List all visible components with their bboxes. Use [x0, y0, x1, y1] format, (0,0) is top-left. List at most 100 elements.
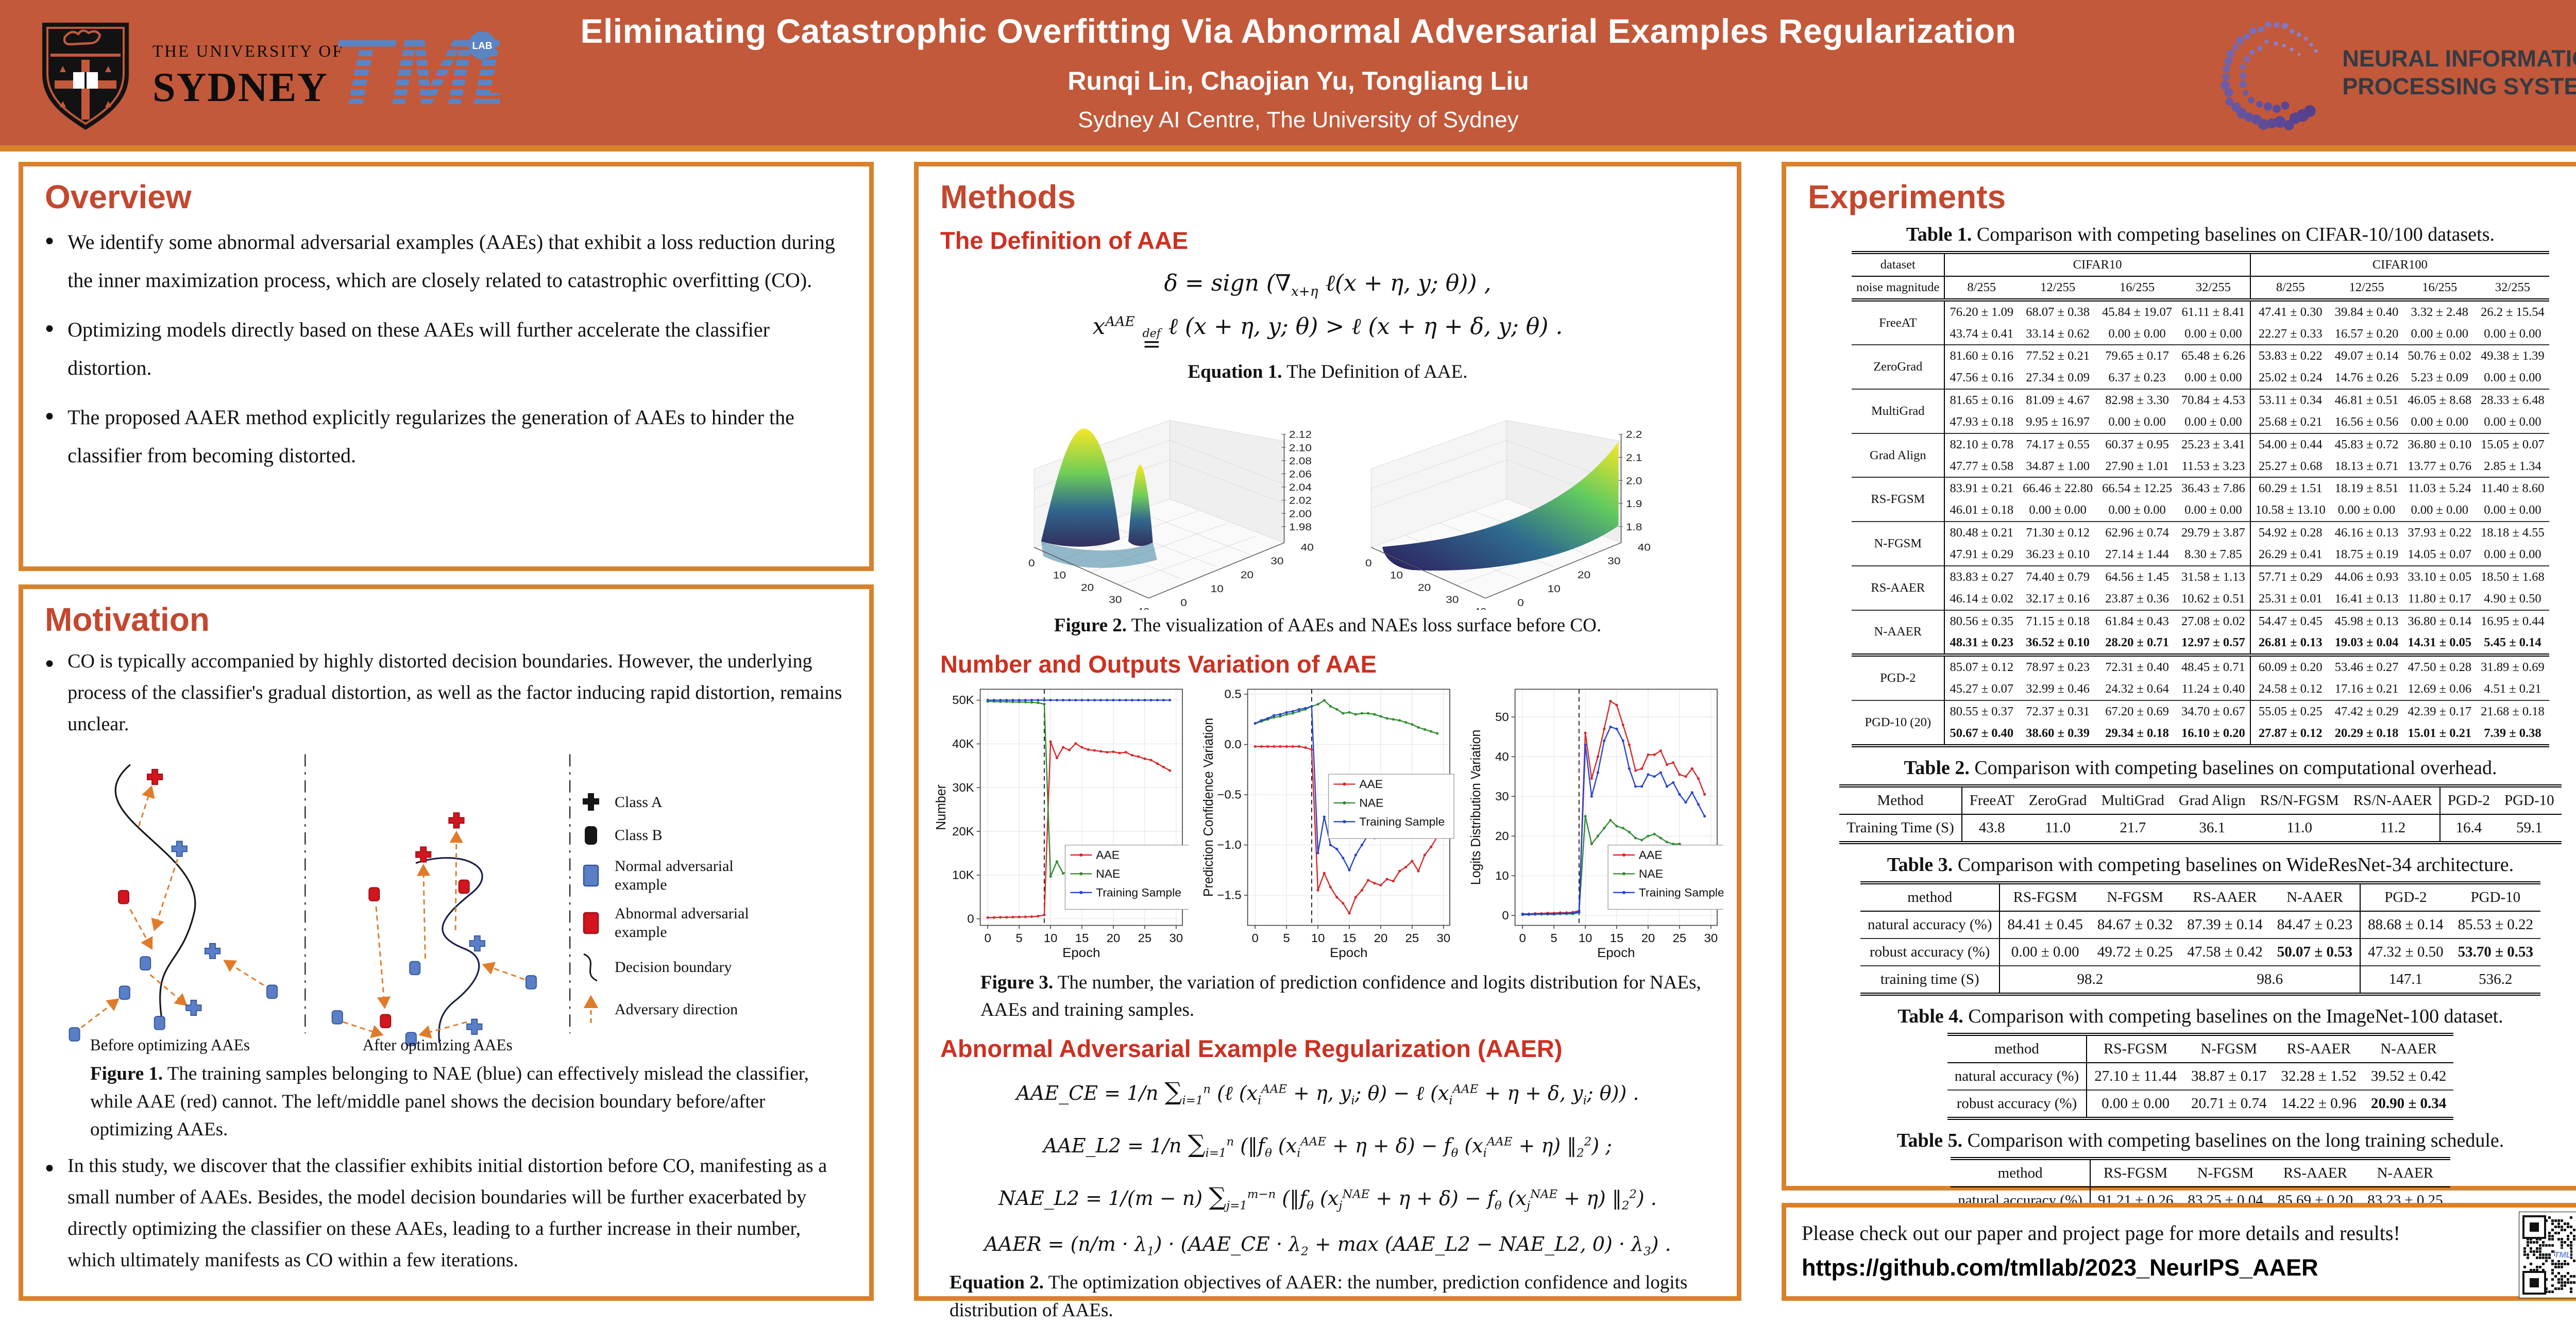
table-cell: 24.58 ± 0.12	[2249, 678, 2330, 700]
svg-text:0: 0	[1028, 557, 1035, 568]
svg-text:30: 30	[1170, 931, 1183, 944]
table-cell: 10.58 ± 13.10	[2249, 499, 2330, 522]
table-cell: 20.90 ± 0.34	[2363, 1089, 2454, 1118]
table-row: 47.93 ± 0.18 9.95 ± 16.97 0.00 ± 0.00 0.00 …	[1852, 411, 2549, 433]
figure3-caption-text: The number, the variation of prediction …	[980, 971, 1701, 1021]
table-cell: 27.90 ± 1.01	[2105, 459, 2169, 473]
table-cell: 47.41 ± 0.30	[2249, 299, 2330, 323]
table-cell: 0.00 ± 0.00	[2086, 1089, 2184, 1118]
table-cell: 33.14 ± 0.62	[2026, 326, 2090, 341]
table-cell: 85.07 ± 0.12	[1944, 653, 2019, 679]
svg-text:20: 20	[1641, 931, 1655, 944]
table-cell: 0.00 ± 0.00	[2029, 503, 2087, 517]
table-cell: FreeAT	[1879, 315, 1917, 330]
table-cell: N-AAER	[2269, 882, 2361, 912]
table-cell: N-FGSM	[2180, 1158, 2270, 1187]
svg-text:20: 20	[1374, 931, 1388, 944]
table-cell: 54.47 ± 0.45	[2249, 609, 2330, 632]
table-1-caption: Table 1. Comparison with competing basel…	[1906, 224, 2495, 245]
table-row: MultiGrad 81.65 ± 0.16 81.09 ± 4.67 82.98 ±…	[1852, 389, 2549, 433]
table-cell: 25.27 ± 0.68	[2249, 455, 2330, 478]
table-cell: 46.16 ± 0.13	[2330, 521, 2403, 544]
svg-text:40: 40	[1473, 606, 1486, 610]
table-cell: 32/255	[2476, 276, 2549, 301]
table-cell: 4.90 ± 0.50	[2484, 591, 2541, 606]
table-cell: method	[1947, 1034, 2087, 1063]
legend-aae: Abnormal adversarial example	[577, 904, 785, 942]
svg-text:2.00: 2.00	[1289, 508, 1312, 519]
table-cell: 47.58 ± 0.42	[2180, 937, 2270, 966]
svg-text:20: 20	[1495, 829, 1509, 842]
table-cell: 25.68 ± 0.21	[2249, 411, 2330, 433]
svg-text:30K: 30K	[952, 781, 974, 794]
table-row: 43.74 ± 0.41 33.14 ± 0.62 0.00 ± 0.00 0.00 …	[1852, 323, 2549, 345]
table-cell: 0.00 ± 0.00	[2184, 414, 2242, 429]
table-cell: RS-FGSM	[2086, 1034, 2184, 1063]
figure1-label-after: After optimizing AAEs	[363, 1036, 513, 1054]
table-cell: 27.10 ± 11.44	[2086, 1062, 2184, 1090]
table-cell: 0.00 ± 0.00	[2484, 326, 2541, 341]
table-cell: 80.56 ± 0.35	[1944, 609, 2019, 632]
overview-bullet-3: ● The proposed AAER method explicitly re…	[45, 398, 842, 475]
svg-text:2.04: 2.04	[1289, 482, 1312, 493]
motivation-bullet-2: ● In this study, we discover that the cl…	[45, 1150, 842, 1276]
table-cell: RS-AAER	[2274, 1034, 2364, 1063]
motivation-bullet-1: ● CO is typically accompanied by highly …	[45, 646, 842, 740]
table-block-1: Table 1. Comparison with competing basel…	[1801, 223, 2576, 747]
table-cell: 43.8	[1961, 814, 2022, 843]
footer-panel: Please check out our paper and project p…	[1782, 1203, 2576, 1301]
legend-class-a-label: Class A	[615, 794, 663, 811]
table-cell: 43.74 ± 0.41	[1944, 323, 2019, 345]
equation2-line2: AAE_L2 = 1/n ∑i=1n (‖fθ (xiAAE + η + δ) …	[1043, 1130, 1612, 1160]
table-cell: 60.29 ± 1.51	[2249, 477, 2330, 500]
table-cell: 7.39 ± 0.38	[2484, 726, 2541, 740]
figure1-caption-label: Figure 1.	[90, 1063, 163, 1085]
table-cell: 37.93 ± 0.22	[2403, 521, 2477, 544]
table-cell: 80.55 ± 0.37	[1944, 699, 2019, 723]
bullet-icon: ●	[45, 232, 55, 249]
table-cell: 68.07 ± 0.38	[2026, 305, 2090, 319]
table-cell: 16/255	[2403, 276, 2477, 301]
table-cell: PGD-2	[1852, 653, 1945, 700]
table-cell: 6.37 ± 0.23	[2108, 371, 2166, 385]
table-cell: 50.67 ± 0.40	[1944, 722, 2019, 746]
svg-text:30: 30	[1607, 556, 1620, 567]
svg-text:1.8: 1.8	[1626, 521, 1642, 532]
table-cell: 29.34 ± 0.18	[2105, 726, 2169, 740]
svg-text:20K: 20K	[952, 825, 974, 837]
footer-message: Please check out our paper and project p…	[1802, 1221, 2400, 1245]
table-row: natural accuracy (%) 27.10 ± 11.44 38.87 ±…	[1947, 1062, 2454, 1090]
table-cell: 39.52 ± 0.42	[2370, 1067, 2447, 1084]
table-cell: 0.00 ± 0.00	[2484, 371, 2541, 385]
table-cell: 44.06 ± 0.93	[2330, 565, 2403, 588]
table-cell: 45.27 ± 0.07	[1944, 678, 2019, 700]
table-cell: 64.56 ± 1.45	[2097, 565, 2177, 588]
svg-text:10: 10	[1311, 931, 1325, 944]
table-header-row: noise magnitude 8/255 12/255 16/255 32/255 8/…	[1852, 276, 2549, 301]
figure3-chart-3: 0 5 10 15 20 25 30 0 10 20 30 40 50 Logits Distributi…	[1467, 681, 1723, 968]
svg-text:20: 20	[1107, 931, 1121, 944]
table-cell: 11.53 ± 3.23	[2181, 459, 2245, 473]
figure2-aae-surface-plot: 2.12 2.102.08 2.06 2.04 2.02 2.00 1.98 0 0 10 10 20…	[1028, 420, 1314, 610]
tml-lab-text: LAB	[472, 41, 492, 52]
table-header-row: method RS-FGSM N-FGSM RS-AAER N-AAER PGD-2 PGD…	[1860, 882, 2541, 912]
table-cell: 3.32 ± 2.48	[2411, 305, 2468, 319]
overview-panel: Overview ● We identify some abnormal adv…	[19, 162, 874, 571]
svg-text:50: 50	[1495, 710, 1509, 723]
table-cell: 18.75 ± 0.19	[2334, 547, 2399, 561]
table-4-caption: Table 4. Comparison with competing basel…	[1897, 1005, 2503, 1027]
table-cell: 36.23 ± 0.10	[2026, 547, 2090, 561]
svg-text:20: 20	[1418, 582, 1431, 593]
table-cell: 60.09 ± 0.20	[2249, 653, 2330, 679]
table-cell: 25.31 ± 0.01	[2249, 588, 2330, 610]
table-cell: 38.87 ± 0.17	[2191, 1067, 2267, 1084]
table-cell: 0.00 ± 0.00	[2184, 503, 2242, 517]
overview-bullet-3-text: The proposed AAER method explicitly regu…	[67, 406, 794, 467]
neurips-swirl-icon	[2221, 21, 2318, 130]
table-cell: 14.31 ± 0.05	[2408, 635, 2472, 650]
methods-panel: Methods The Definition of AAE δ = sign (…	[914, 162, 1741, 1321]
github-link[interactable]: https://github.com/tmllab/2023_NeurIPS_A…	[1802, 1254, 2318, 1281]
svg-text:15: 15	[1610, 931, 1624, 944]
svg-text:0: 0	[1180, 597, 1187, 608]
table-cell: 34.70 ± 0.67	[2177, 699, 2250, 723]
